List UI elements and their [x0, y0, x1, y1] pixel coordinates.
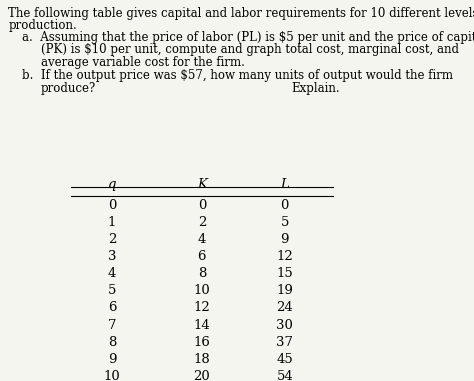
Text: 8: 8 — [198, 267, 206, 280]
Text: 4: 4 — [108, 267, 116, 280]
Text: 16: 16 — [193, 336, 210, 349]
Text: 30: 30 — [276, 319, 293, 331]
Text: 3: 3 — [108, 250, 116, 263]
Text: The following table gives capital and labor requirements for 10 different levels: The following table gives capital and la… — [9, 7, 474, 20]
Text: 4: 4 — [198, 233, 206, 246]
Text: 8: 8 — [108, 336, 116, 349]
Text: 12: 12 — [193, 301, 210, 314]
Text: 5: 5 — [108, 284, 116, 297]
Text: 6: 6 — [108, 301, 116, 314]
Text: produce?: produce? — [41, 82, 96, 95]
Text: 9: 9 — [281, 233, 289, 246]
Text: 0: 0 — [198, 199, 206, 212]
Text: 54: 54 — [276, 370, 293, 381]
Text: K: K — [197, 178, 207, 192]
Text: 14: 14 — [193, 319, 210, 331]
Text: 20: 20 — [193, 370, 210, 381]
Text: (PK) is $10 per unit, compute and graph total cost, marginal cost, and: (PK) is $10 per unit, compute and graph … — [41, 43, 459, 56]
Text: 5: 5 — [281, 216, 289, 229]
Text: a.  Assuming that the price of labor (PL) is $5 per unit and the price of capita: a. Assuming that the price of labor (PL)… — [22, 30, 474, 44]
Text: Explain.: Explain. — [292, 82, 340, 95]
Text: b.  If the output price was $57, how many units of output would the firm: b. If the output price was $57, how many… — [22, 69, 453, 82]
Text: q: q — [108, 178, 116, 192]
Text: 15: 15 — [276, 267, 293, 280]
Text: 2: 2 — [108, 233, 116, 246]
Text: 7: 7 — [108, 319, 116, 331]
Text: 45: 45 — [276, 353, 293, 366]
Text: 37: 37 — [276, 336, 293, 349]
Text: 0: 0 — [281, 199, 289, 212]
Text: 6: 6 — [198, 250, 206, 263]
Text: 0: 0 — [108, 199, 116, 212]
Text: 1: 1 — [108, 216, 116, 229]
Text: 12: 12 — [276, 250, 293, 263]
Text: 10: 10 — [193, 284, 210, 297]
Text: L: L — [281, 178, 289, 192]
Text: 2: 2 — [198, 216, 206, 229]
Text: average variable cost for the firm.: average variable cost for the firm. — [41, 56, 245, 69]
Text: 9: 9 — [108, 353, 116, 366]
Text: 24: 24 — [276, 301, 293, 314]
Text: 19: 19 — [276, 284, 293, 297]
Text: 18: 18 — [193, 353, 210, 366]
Text: production.: production. — [9, 19, 77, 32]
Text: 10: 10 — [104, 370, 120, 381]
